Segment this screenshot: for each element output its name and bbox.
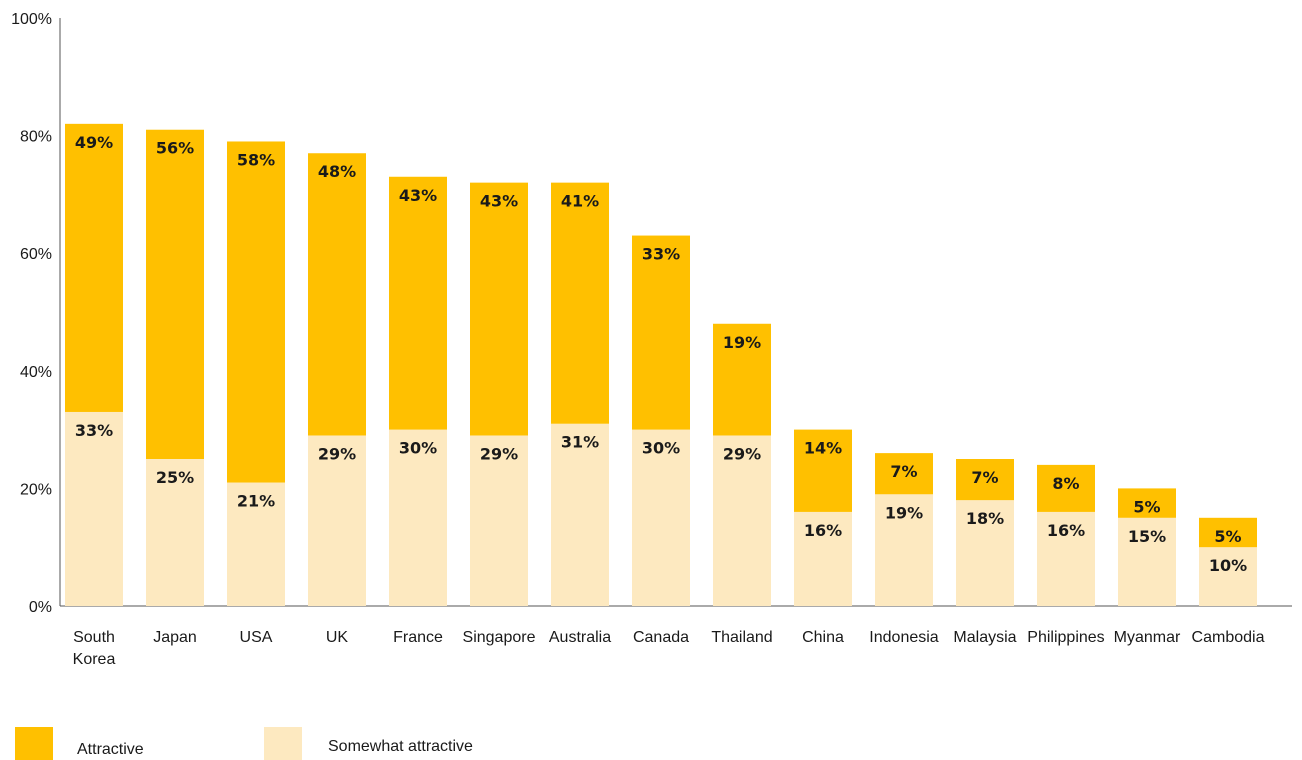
bar-value-labels: 33% 49% 25% 56% 21% 58% 29% 48% 30% 43% 29% 43% 31% 4…: [75, 133, 1247, 575]
y-tick-label: 80%: [20, 129, 52, 146]
x-category-label: China: [802, 629, 844, 646]
bar-value-label: 30%: [399, 439, 437, 458]
bar-attractive: [713, 323, 771, 436]
y-tick-label: 0%: [29, 599, 52, 616]
bar-attractive: [227, 141, 285, 483]
bar-attractive: [875, 453, 933, 495]
bar-attractive: [794, 429, 852, 512]
x-category-label: Cambodia: [1192, 629, 1265, 646]
bar-value-label: 15%: [1128, 527, 1166, 546]
bar-attractive: [470, 182, 528, 436]
legend: Attractive Somewhat attractive: [15, 727, 473, 760]
bar-value-label: 41%: [561, 192, 599, 211]
bar-value-label: 33%: [642, 245, 680, 264]
bar-somewhat-attractive: [713, 435, 771, 606]
bar-value-label: 31%: [561, 433, 599, 452]
x-category-label: Canada: [633, 629, 689, 646]
bar-value-label: 43%: [399, 186, 437, 205]
bar-attractive: [632, 235, 690, 430]
x-category-label: Philippines: [1027, 629, 1104, 646]
bar-value-label: 19%: [885, 503, 923, 522]
bar-somewhat-attractive: [146, 459, 204, 606]
bar-value-label: 5%: [1214, 527, 1241, 546]
bar-somewhat-attractive: [875, 494, 933, 606]
x-category-label: UK: [326, 629, 349, 646]
bar-value-label: 25%: [156, 468, 194, 487]
bar-value-label: 5%: [1133, 497, 1160, 516]
bar-somewhat-attractive: [389, 429, 447, 606]
bar-value-label: 21%: [237, 492, 275, 511]
x-category-label: Singapore: [463, 629, 536, 646]
bar-somewhat-attractive: [794, 511, 852, 606]
bar-attractive: [389, 176, 447, 430]
bar-somewhat-attractive: [470, 435, 528, 606]
bar-somewhat-attractive: [551, 423, 609, 606]
legend-label: Attractive: [77, 741, 144, 758]
category-labels: South Korea Japan USA UK France Singapore Austr…: [73, 629, 1265, 668]
bar-somewhat-attractive: [1037, 511, 1095, 606]
bar-value-label: 18%: [966, 509, 1004, 528]
bar-attractive: [146, 129, 204, 459]
x-category-label: France: [393, 629, 443, 646]
y-tick-labels: 0% 20% 40% 60% 80% 100%: [11, 11, 52, 616]
y-tick-label: 40%: [20, 364, 52, 381]
bar-value-label: 16%: [1047, 521, 1085, 540]
x-category-label: South Korea: [73, 629, 116, 668]
bar-attractive: [1199, 517, 1257, 548]
bar-somewhat-attractive: [227, 482, 285, 606]
bar-value-label: 14%: [804, 439, 842, 458]
bar-value-label: 10%: [1209, 556, 1247, 575]
bar-somewhat-attractive: [1118, 517, 1176, 606]
bar-somewhat-attractive: [1199, 547, 1257, 606]
bar-somewhat-attractive: [65, 411, 123, 606]
legend-swatch: [264, 727, 302, 760]
x-category-label: Indonesia: [869, 629, 938, 646]
bar-attractive: [956, 459, 1014, 501]
bar-value-label: 58%: [237, 150, 275, 169]
x-category-label: USA: [240, 629, 273, 646]
bar-value-label: 29%: [723, 444, 761, 463]
legend-label: Somewhat attractive: [328, 738, 473, 755]
bar-value-label: 30%: [642, 439, 680, 458]
bar-value-label: 43%: [480, 192, 518, 211]
bar-value-label: 33%: [75, 421, 113, 440]
bar-value-label: 8%: [1052, 474, 1079, 493]
bar-value-label: 29%: [480, 444, 518, 463]
x-category-label: Myanmar: [1114, 629, 1181, 646]
bar-attractive: [551, 182, 609, 424]
legend-swatch: [15, 727, 53, 760]
bar-attractive: [1037, 464, 1095, 512]
bar-value-label: 7%: [890, 462, 917, 481]
bar-value-label: 16%: [804, 521, 842, 540]
bar-somewhat-attractive: [308, 435, 366, 606]
y-tick-label: 60%: [20, 246, 52, 263]
bar-value-label: 29%: [318, 444, 356, 463]
x-category-label: Australia: [549, 629, 611, 646]
bar-value-label: 7%: [971, 468, 998, 487]
bar-value-label: 56%: [156, 139, 194, 158]
bar-somewhat-attractive: [632, 429, 690, 606]
bar-value-label: 19%: [723, 333, 761, 352]
bar-attractive: [65, 123, 123, 412]
bar-somewhat-attractive: [956, 500, 1014, 606]
y-tick-label: 100%: [11, 11, 52, 28]
bars-group: [65, 123, 1257, 606]
x-category-label: Thailand: [711, 629, 772, 646]
y-tick-label: 20%: [20, 481, 52, 498]
bar-value-label: 49%: [75, 133, 113, 152]
bar-attractive: [1118, 488, 1176, 518]
x-category-label: Malaysia: [953, 629, 1016, 646]
bar-value-label: 48%: [318, 162, 356, 181]
bar-attractive: [308, 153, 366, 436]
x-category-label: Japan: [153, 629, 197, 646]
